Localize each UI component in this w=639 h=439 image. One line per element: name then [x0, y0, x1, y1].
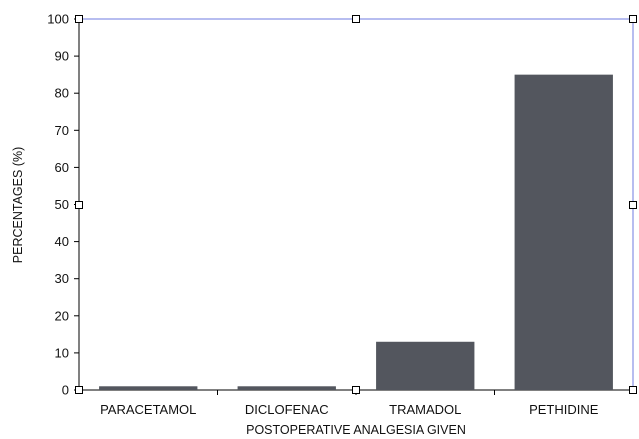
y-tick-label: 30 [55, 271, 69, 286]
y-tick-label: 40 [55, 234, 69, 249]
y-tick-label: 80 [55, 86, 69, 101]
resize-handle-bottom-right[interactable] [629, 386, 637, 394]
resize-handle-top-left[interactable] [75, 15, 83, 23]
x-ticks-group: PARACETAMOL DICLOFENAC TRAMADOL PETHIDINE [100, 390, 599, 417]
bar-pethidine [514, 74, 613, 391]
y-tick-label: 20 [55, 308, 69, 323]
y-ticks-group: 0 10 20 30 40 50 60 70 80 90 100 [47, 12, 79, 398]
bar-tramadol [376, 341, 475, 390]
resize-handle-bottom-middle[interactable] [352, 386, 360, 394]
resize-handle-top-right[interactable] [629, 15, 637, 23]
y-axis-title: PERCENTAGES (%) [11, 147, 25, 263]
x-axis-title: POSTOPERATIVE ANALGESIA GIVEN [246, 423, 466, 437]
y-tick-label: 50 [55, 197, 69, 212]
y-tick-label: 90 [55, 49, 69, 64]
resize-handle-top-middle[interactable] [352, 15, 360, 23]
bars-group [99, 74, 613, 391]
y-tick-label: 60 [55, 160, 69, 175]
resize-handle-bottom-left[interactable] [75, 386, 83, 394]
y-tick-label: 0 [62, 383, 69, 398]
x-tick-label-tramadol: TRAMADOL [389, 402, 461, 417]
selection-handles [75, 15, 637, 394]
y-tick-label: 100 [47, 12, 69, 27]
bar-diclofenac [237, 386, 336, 390]
bar-paracetamol [99, 386, 198, 390]
x-tick-label-pethidine: PETHIDINE [529, 402, 599, 417]
y-tick-label: 70 [55, 123, 69, 138]
resize-handle-middle-right[interactable] [629, 201, 637, 209]
x-tick-label-paracetamol: PARACETAMOL [100, 402, 196, 417]
resize-handle-middle-left[interactable] [75, 201, 83, 209]
y-tick-label: 10 [55, 345, 69, 360]
x-tick-label-diclofenac: DICLOFENAC [245, 402, 329, 417]
